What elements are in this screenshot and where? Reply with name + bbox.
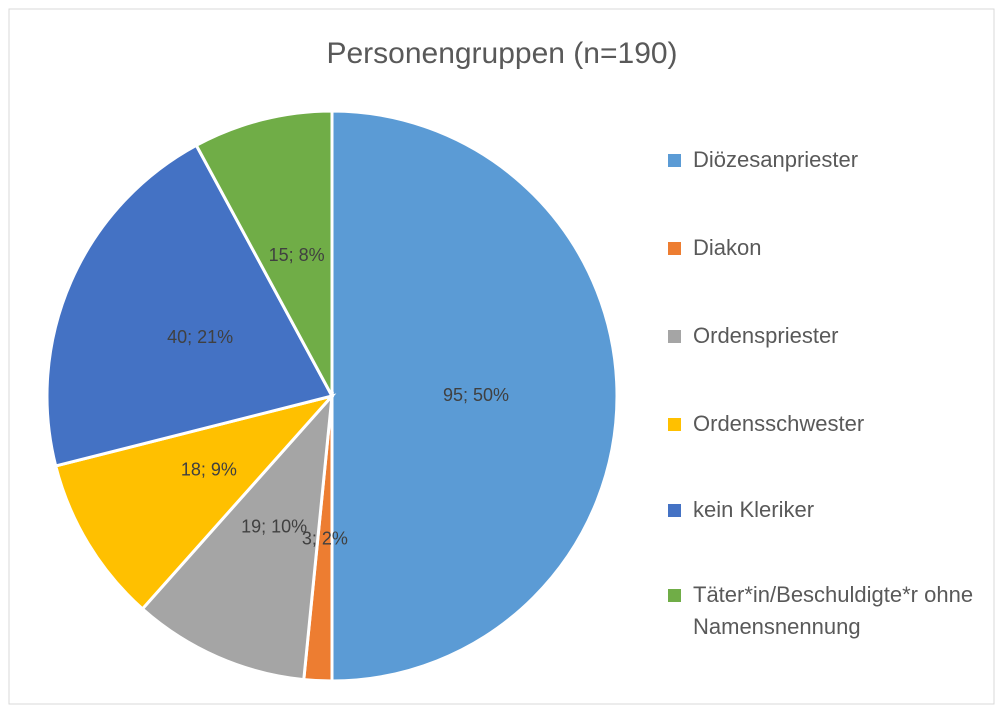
legend-item: Täter*in/Beschuldigte*r ohne Namensnennu… bbox=[668, 579, 993, 643]
legend-label: Diözesanpriester bbox=[693, 147, 859, 172]
data-label: 95; 50% bbox=[443, 385, 509, 405]
legend-swatch bbox=[668, 242, 681, 255]
legend-item: Diakon bbox=[668, 232, 993, 264]
data-label: 40; 21% bbox=[167, 327, 233, 347]
legend-swatch bbox=[668, 154, 681, 167]
pie-slice bbox=[140, 391, 334, 682]
pie-slice bbox=[330, 109, 619, 683]
legend-swatch bbox=[668, 418, 681, 431]
legend-label: Ordensschwester bbox=[693, 411, 865, 436]
legend-item: Ordensschwester bbox=[668, 408, 993, 440]
legend-swatch bbox=[668, 330, 681, 343]
data-label: 15; 8% bbox=[269, 245, 325, 265]
legend-item: Diözesanpriester bbox=[668, 144, 993, 176]
pie-slice bbox=[45, 143, 335, 468]
data-label: 3; 2% bbox=[302, 529, 348, 549]
legend-item: Ordenspriester bbox=[668, 320, 993, 352]
legend-swatch bbox=[668, 504, 681, 517]
legend-label: Täter*in/Beschuldigte*r ohne Namensnennu… bbox=[693, 582, 974, 639]
pie-slice bbox=[194, 109, 334, 397]
legend-label: Diakon bbox=[693, 235, 762, 260]
chart-title: Personengruppen (n=190) bbox=[326, 37, 677, 70]
data-label: 18; 9% bbox=[181, 459, 237, 479]
legend-swatch bbox=[668, 589, 681, 602]
data-label: 19; 10% bbox=[241, 517, 307, 537]
legend-label: Ordenspriester bbox=[693, 323, 839, 348]
legend-label: kein Kleriker bbox=[693, 497, 815, 522]
legend-item: kein Kleriker bbox=[668, 494, 993, 526]
